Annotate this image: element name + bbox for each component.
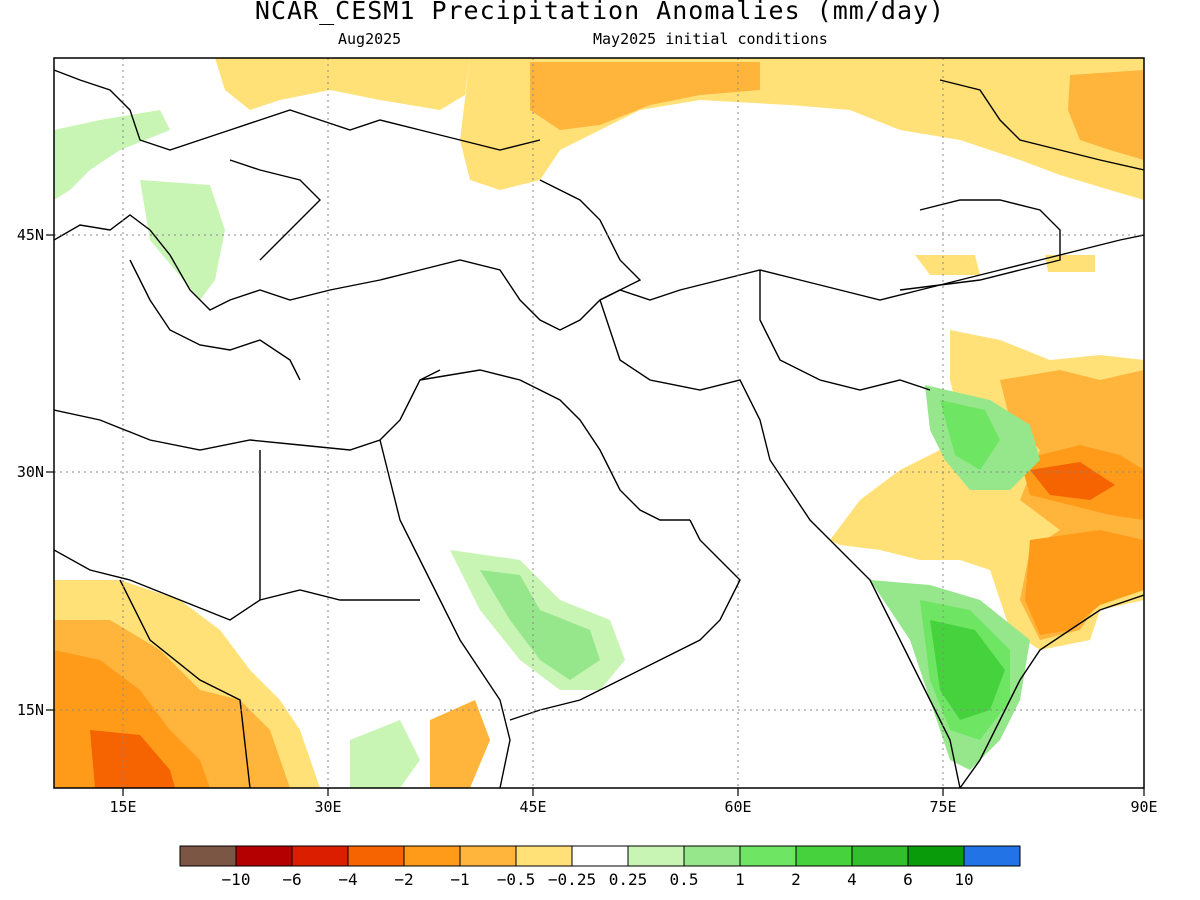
anomaly-region-chad (90, 730, 175, 788)
map-title: NCAR_CESM1 Precipitation Anomalies (mm/d… (254, 0, 946, 25)
anomaly-region-india-wet-peak (930, 620, 1005, 720)
colorbar-swatch (179, 845, 237, 867)
colorbar-swatch (459, 845, 517, 867)
colorbar-label: 4 (847, 870, 857, 889)
anomaly-region-arabia-wet-core (480, 570, 600, 680)
graticule (54, 58, 1144, 788)
colorbar-label: 0.25 (608, 870, 648, 889)
colorbar-swatch (347, 845, 405, 867)
coastlines (54, 69, 1144, 788)
colorbar-label: −1 (450, 870, 470, 889)
colorbar-label: −2 (394, 870, 414, 889)
axis-ticks (46, 234, 1145, 796)
colorbar-swatch (851, 845, 909, 867)
colorbar-swatch (235, 845, 293, 867)
lat-label-15n: 15N (17, 701, 44, 719)
colorbar-label: 1 (735, 870, 745, 889)
colorbar-label: −6 (282, 870, 302, 889)
colorbar-swatch (515, 845, 573, 867)
colorbar-swatch (291, 845, 349, 867)
forecast-month: Aug2025 (338, 30, 402, 48)
lon-label-60e: 60E (724, 798, 751, 816)
anomaly-region-ethiopia (430, 700, 490, 788)
initial-conditions: May2025 initial conditions (593, 30, 828, 48)
colorbar-swatch (627, 845, 685, 867)
lon-label-30e: 30E (314, 798, 341, 816)
anomaly-region-europe-north (215, 58, 470, 110)
anomaly-field (54, 58, 1144, 788)
anomaly-region-central-asia (915, 255, 980, 275)
anomaly-region-russia-core (530, 62, 760, 130)
colorbar-swatch (795, 845, 853, 867)
anomaly-region-europe-wet (54, 110, 170, 200)
lat-label-30n: 30N (17, 463, 44, 481)
lat-label-45n: 45N (17, 226, 44, 244)
colorbar-label: −4 (338, 870, 358, 889)
colorbar-swatch (683, 845, 741, 867)
anomaly-region-sudan-wet (350, 720, 420, 788)
colorbar-label: −10 (221, 870, 251, 889)
lon-label-45e: 45E (519, 798, 546, 816)
anomaly-region-bay-of-bengal (1025, 530, 1144, 635)
lon-label-15e: 15E (109, 798, 136, 816)
colorbar-swatch (907, 845, 965, 867)
colorbar-swatch (403, 845, 461, 867)
colorbar-label: 2 (791, 870, 801, 889)
lon-label-90e: 90E (1130, 798, 1157, 816)
map-frame (53, 57, 1145, 789)
colorbar-label: 6 (903, 870, 913, 889)
anomaly-region-siberia-core (1068, 70, 1144, 160)
anomaly-region-pakistan-wet-core (940, 400, 1000, 470)
colorbar-swatch (571, 845, 629, 867)
anomaly-region-balkans-wet (140, 180, 225, 300)
colorbar-swatch (739, 845, 797, 867)
anomaly-region-central-asia-2 (1045, 255, 1095, 272)
lon-label-75e: 75E (929, 798, 956, 816)
colorbar-label: −0.5 (496, 870, 536, 889)
colorbar-label: −0.25 (547, 870, 597, 889)
colorbar-label: 0.5 (669, 870, 699, 889)
colorbar-label: 10 (954, 870, 974, 889)
colorbar-swatch (963, 845, 1021, 867)
colorbar (179, 845, 1021, 867)
